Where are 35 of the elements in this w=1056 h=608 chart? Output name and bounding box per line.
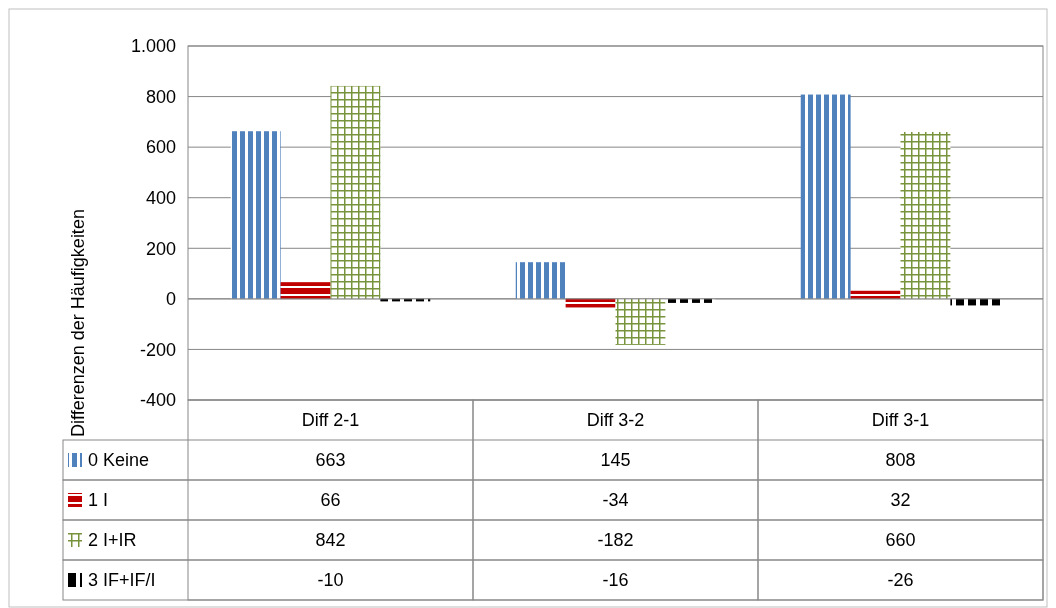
data-label: 660 (885, 530, 916, 551)
y-tick-label: 1.000 (130, 36, 176, 57)
data-label: -182 (597, 530, 634, 551)
x-tick-label: Diff 2-1 (301, 410, 360, 431)
y-tick-label: -400 (139, 390, 176, 411)
bar (330, 85, 381, 299)
data-label: 808 (885, 450, 916, 471)
bar (280, 282, 331, 299)
legend-label: 3 IF+IF/I (88, 570, 156, 591)
data-label: 663 (315, 450, 346, 471)
bar (230, 131, 281, 299)
legend-label: 1 I (88, 490, 109, 511)
bar (800, 94, 851, 299)
data-label: 32 (890, 490, 911, 511)
x-tick-label: Diff 3-2 (586, 410, 645, 431)
bar (900, 131, 951, 299)
y-tick-label: 800 (145, 86, 176, 107)
data-label: 145 (600, 450, 631, 471)
y-tick-label: 200 (145, 238, 176, 259)
legend-label: 2 I+IR (88, 530, 137, 551)
data-label: -26 (887, 570, 914, 591)
y-tick-label: 0 (165, 289, 176, 310)
data-label: -34 (602, 490, 629, 511)
data-label: 66 (320, 490, 341, 511)
x-tick-label: Diff 3-1 (871, 410, 930, 431)
legend-label: 0 Keine (88, 450, 150, 471)
y-tick-label: -200 (139, 339, 176, 360)
y-axis-title: Differenzen der Häufigkeiten (68, 209, 88, 437)
y-tick-label: 400 (145, 188, 176, 209)
bar (615, 298, 666, 345)
data-label: -10 (317, 570, 344, 591)
bar (515, 262, 566, 299)
y-tick-label: 600 (145, 137, 176, 158)
data-label: 842 (315, 530, 346, 551)
data-label: -16 (602, 570, 629, 591)
